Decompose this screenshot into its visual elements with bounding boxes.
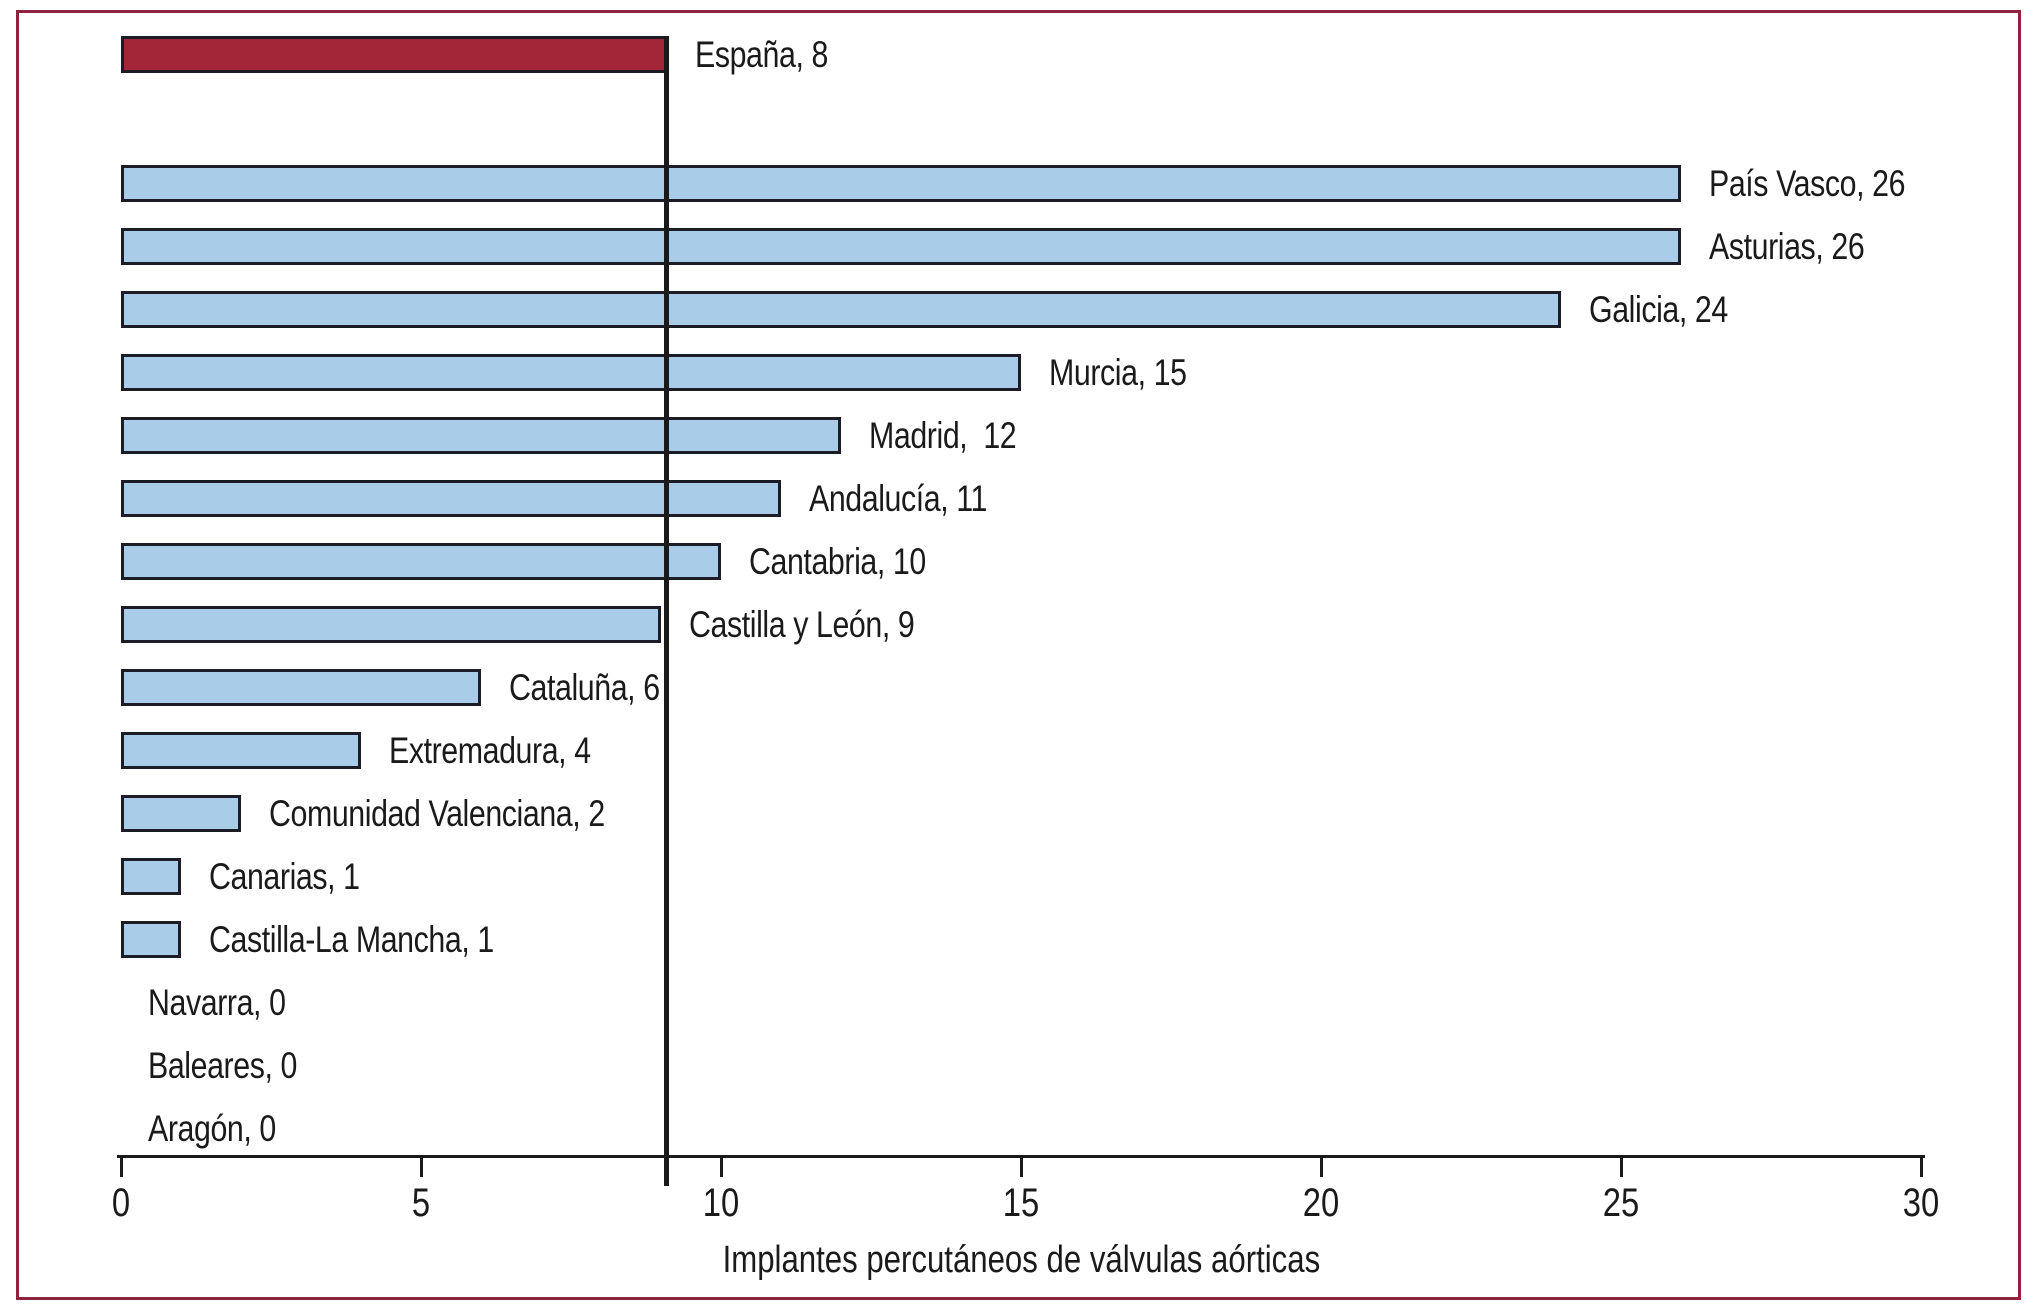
x-axis-tick [1320,1155,1323,1177]
bar-row-cantabria: Cantabria, 10 [121,541,2021,582]
x-axis-tick-label: 25 [1602,1181,1640,1225]
x-axis-tick-label: 20 [1302,1181,1340,1225]
bar-label-galicia: Galicia, 24 [1589,289,1728,330]
x-axis-title: Implantes percutáneos de válvulas aórtic… [722,1239,1320,1281]
bar-label-espana: España, 8 [695,34,828,75]
reference-line [664,36,669,1186]
x-axis-tick [720,1155,723,1177]
bar-label-cantabria: Cantabria, 10 [749,541,926,582]
bar-label-castilla-la-mancha: Castilla-La Mancha, 1 [209,919,494,960]
bar-espana [121,36,667,73]
bar-row-castilla-y-leon: Castilla y León, 9 [121,604,2021,645]
bar-label-murcia: Murcia, 15 [1049,352,1187,393]
bar-label-castilla-y-leon: Castilla y León, 9 [689,604,915,645]
bar-andalucia [121,480,781,517]
bar-row-baleares: Baleares, 0 [121,1045,2021,1086]
bar-row-andalucia: Andalucía, 11 [121,478,2021,519]
x-axis-tick [1920,1155,1923,1177]
bar-label-andalucia: Andalucía, 11 [809,478,987,519]
x-axis-tick-label: 30 [1902,1181,1940,1225]
x-axis-tick [120,1155,123,1177]
bar-label-extremadura: Extremadura, 4 [389,730,591,771]
bar-galicia [121,291,1561,328]
bar-label-asturias: Asturias, 26 [1709,226,1865,267]
bar-row-castilla-la-mancha: Castilla-La Mancha, 1 [121,919,2021,960]
bar-row-comunidad-valenciana: Comunidad Valenciana, 2 [121,793,2021,834]
bar-comunidad-valenciana [121,795,241,832]
bar-row-madrid: Madrid, 12 [121,415,2021,456]
bar-row-galicia: Galicia, 24 [121,289,2021,330]
bar-row-canarias: Canarias, 1 [121,856,2021,897]
x-axis-tick [1020,1155,1023,1177]
bar-row-pais-vasco: País Vasco, 26 [121,163,2021,204]
bar-row-asturias: Asturias, 26 [121,226,2021,267]
bar-label-canarias: Canarias, 1 [209,856,360,897]
bar-row-navarra: Navarra, 0 [121,982,2021,1023]
x-axis-tick-label: 10 [702,1181,740,1225]
x-axis-tick [1620,1155,1623,1177]
bar-label-madrid: Madrid, 12 [869,415,1017,456]
bar-label-baleares: Baleares, 0 [148,1045,297,1086]
x-axis-tick-label: 15 [1002,1181,1040,1225]
bar-pais-vasco [121,165,1681,202]
bar-extremadura [121,732,361,769]
bar-label-aragon: Aragón, 0 [148,1108,276,1149]
bar-label-comunidad-valenciana: Comunidad Valenciana, 2 [269,793,605,834]
x-axis-tick-label: 5 [411,1181,431,1225]
bar-label-pais-vasco: País Vasco, 26 [1709,163,1906,204]
bar-label-cataluna: Cataluña, 6 [509,667,660,708]
bar-asturias [121,228,1681,265]
x-axis-title-wrap: Implantes percutáneos de válvulas aórtic… [121,1240,1921,1280]
bar-row-extremadura: Extremadura, 4 [121,730,2021,771]
bar-row-espana: España, 8 [121,34,2021,75]
bar-row-aragon: Aragón, 0 [121,1108,2021,1149]
x-axis-tick-label: 0 [111,1181,131,1225]
bar-murcia [121,354,1021,391]
x-axis-tick [420,1155,423,1177]
bar-castilla-y-leon [121,606,661,643]
figure-frame [16,10,2021,1300]
bar-row-cataluna: Cataluña, 6 [121,667,2021,708]
x-axis-line [117,1155,1925,1158]
bar-castilla-la-mancha [121,921,181,958]
bar-madrid [121,417,841,454]
bar-label-navarra: Navarra, 0 [148,982,286,1023]
bar-row-murcia: Murcia, 15 [121,352,2021,393]
bar-canarias [121,858,181,895]
bar-cataluna [121,669,481,706]
bar-cantabria [121,543,721,580]
